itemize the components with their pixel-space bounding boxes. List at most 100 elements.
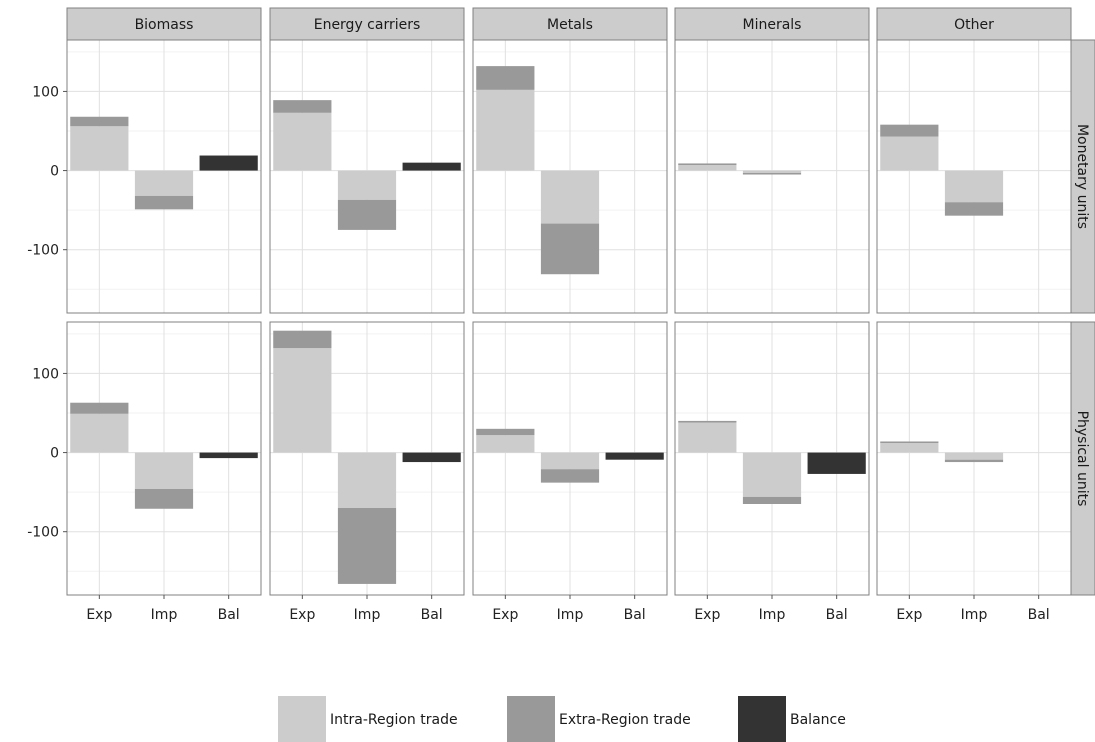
bar-biomass-monetary-units-bal-balance [199,155,258,171]
bar-metals-physical-units-imp-intra-region-trade [540,452,600,470]
bar-minerals-physical-units-imp-extra-region-trade [742,496,802,504]
bar-metals-physical-units-bal-balance [605,452,664,460]
x-tick-label-bal: Bal [624,607,646,623]
legend-label-intra-region-trade: Intra-Region trade [330,712,458,728]
bar-minerals-monetary-units-exp-extra-region-trade [678,163,737,166]
bar-metals-monetary-units-exp-intra-region-trade [476,89,535,171]
x-tick-label-exp: Exp [694,607,720,623]
bar-energy-carriers-physical-units-exp-extra-region-trade [273,330,332,349]
legend-key-extra-region-trade [507,696,555,742]
bar-metals-monetary-units-imp-extra-region-trade [540,223,600,275]
bar-energy-carriers-physical-units-imp-extra-region-trade [337,507,397,584]
x-tick-label-exp: Exp [86,607,112,623]
x-tick-label-imp: Imp [961,607,988,623]
bar-other-monetary-units-imp-intra-region-trade [944,170,1004,203]
legend-key-balance [738,696,786,742]
panel-metals-monetary-units [472,39,668,314]
bar-energy-carriers-physical-units-bal-balance [402,452,461,463]
bar-energy-carriers-monetary-units-imp-extra-region-trade [337,199,397,230]
panel-biomass-monetary-units [66,39,262,314]
legend-label-balance: Balance [790,712,846,728]
panel-energy-carriers-monetary-units [269,39,465,314]
facet-label-metals: Metals [547,17,593,33]
x-tick-label-imp: Imp [759,607,786,623]
panel-border [472,39,668,314]
bar-minerals-physical-units-imp-intra-region-trade [742,452,802,497]
bar-biomass-physical-units-imp-extra-region-trade [134,488,194,509]
bar-other-monetary-units-exp-intra-region-trade [880,136,939,171]
y-tick-label: 0 [50,446,59,462]
bar-biomass-physical-units-bal-balance [199,452,258,459]
bar-biomass-physical-units-imp-intra-region-trade [134,452,194,489]
legend-key-intra-region-trade [278,696,326,742]
x-tick-label-exp: Exp [492,607,518,623]
bar-biomass-monetary-units-imp-intra-region-trade [134,170,194,196]
bar-other-physical-units-exp-intra-region-trade [880,443,939,453]
facet-strip-minerals [674,7,870,41]
panel-minerals-physical-units [674,321,870,596]
row-label-monetary-units: Monetary units [1074,124,1090,229]
bar-biomass-physical-units-exp-extra-region-trade [70,402,129,414]
bar-other-physical-units-imp-intra-region-trade [944,452,1004,460]
facet-strip-biomass [66,7,262,41]
y-tick-label: 0 [50,164,59,180]
y-tick-label: 100 [32,366,59,382]
facet-strip-metals [472,7,668,41]
bar-biomass-physical-units-exp-intra-region-trade [70,413,129,453]
x-tick-label-exp: Exp [289,607,315,623]
facet-label-energy-carriers: Energy carriers [314,17,421,33]
bar-metals-monetary-units-imp-intra-region-trade [540,170,600,224]
bar-minerals-monetary-units-exp-intra-region-trade [678,165,737,171]
bar-energy-carriers-physical-units-imp-intra-region-trade [337,452,397,508]
bar-biomass-monetary-units-exp-intra-region-trade [70,126,129,171]
x-tick-label-bal: Bal [1028,607,1050,623]
x-tick-label-imp: Imp [557,607,584,623]
y-tick-label: -100 [27,525,59,541]
y-tick-label: -100 [27,243,59,259]
bar-other-monetary-units-imp-extra-region-trade [944,202,1004,216]
bar-minerals-physical-units-bal-balance [807,452,866,474]
bar-other-physical-units-exp-extra-region-trade [880,441,939,444]
x-tick-label-imp: Imp [151,607,178,623]
bar-energy-carriers-monetary-units-exp-extra-region-trade [273,100,332,113]
legend: Intra-Region trade Extra-Region trade Bala… [278,696,846,742]
bar-metals-physical-units-exp-extra-region-trade [476,428,535,436]
panel-border [876,39,1072,314]
bar-minerals-monetary-units-imp-intra-region-trade [742,170,802,173]
bar-energy-carriers-monetary-units-exp-intra-region-trade [273,112,332,171]
panel-biomass-physical-units [66,321,262,596]
panel-energy-carriers-physical-units [269,321,465,596]
facet-label-biomass: Biomass [135,17,194,33]
facet-label-other: Other [954,17,994,33]
bar-minerals-physical-units-exp-extra-region-trade [678,420,737,423]
bar-energy-carriers-monetary-units-bal-balance [402,162,461,171]
bar-biomass-monetary-units-imp-extra-region-trade [134,195,194,210]
facet-strip-energy-carriers [269,7,465,41]
bar-metals-physical-units-imp-extra-region-trade [540,469,600,483]
bar-biomass-monetary-units-exp-extra-region-trade [70,116,129,127]
x-tick-label-bal: Bal [826,607,848,623]
legend-label-extra-region-trade: Extra-Region trade [559,712,691,728]
panel-border [674,39,870,314]
row-label-physical-units: Physical units [1074,411,1090,507]
bar-energy-carriers-monetary-units-imp-intra-region-trade [337,170,397,200]
panel-border [66,39,262,314]
x-tick-label-bal: Bal [218,607,240,623]
facet-label-minerals: Minerals [743,17,802,33]
panel-metals-physical-units [472,321,668,596]
x-tick-label-exp: Exp [896,607,922,623]
x-tick-label-imp: Imp [354,607,381,623]
bar-other-physical-units-imp-extra-region-trade [944,459,1004,463]
bar-metals-physical-units-exp-intra-region-trade [476,435,535,453]
panel-other-monetary-units [876,39,1072,314]
bar-other-monetary-units-exp-extra-region-trade [880,124,939,137]
panel-border [269,39,465,314]
x-tick-label-bal: Bal [421,607,443,623]
bar-energy-carriers-physical-units-exp-intra-region-trade [273,348,332,453]
bar-minerals-physical-units-exp-intra-region-trade [678,422,737,453]
panel-minerals-monetary-units [674,39,870,314]
bar-minerals-monetary-units-imp-extra-region-trade [742,172,802,175]
y-tick-label: 100 [32,84,59,100]
panel-other-physical-units [876,321,1072,596]
